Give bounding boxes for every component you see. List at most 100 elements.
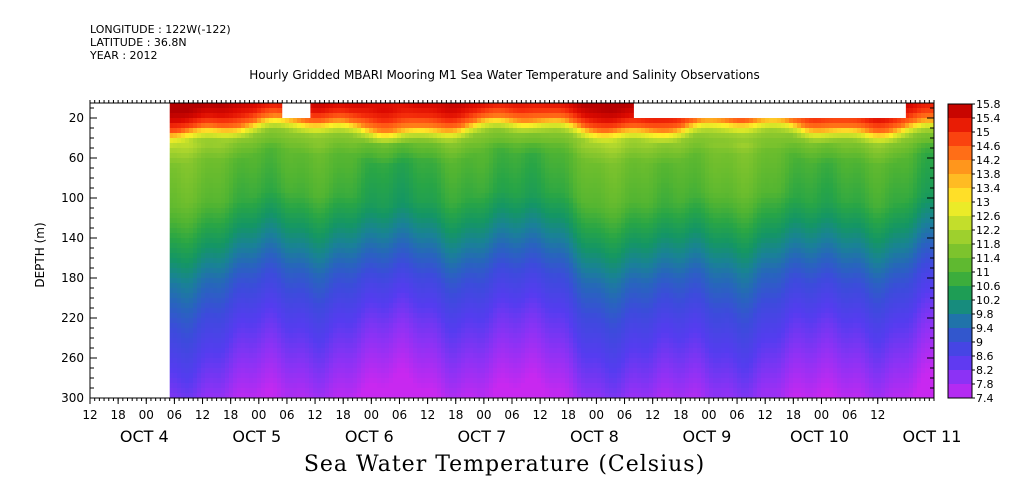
temperature-cell [201,118,206,124]
temperature-cell [189,363,194,369]
temperature-cell [217,213,222,219]
temperature-cell [237,373,242,379]
temperature-cell [349,223,354,229]
temperature-cell [365,108,370,114]
temperature-cell [181,253,186,259]
temperature-cell [317,183,322,189]
temperature-cell [433,223,438,229]
temperature-cell [457,188,462,194]
temperature-cell [277,323,282,329]
temperature-cell [461,338,466,344]
temperature-cell [329,108,334,114]
temperature-cell [377,288,382,294]
temperature-cell [201,218,206,224]
temperature-cell [289,158,294,164]
temperature-cell [297,318,302,324]
temperature-cell [445,218,450,224]
temperature-cell [301,373,306,379]
temperature-cell [433,268,438,274]
temperature-cell [201,388,206,394]
temperature-cell [201,148,206,154]
temperature-cell [497,308,502,314]
temperature-cell [501,203,506,209]
temperature-cell [349,123,354,129]
temperature-cell [485,338,490,344]
temperature-cell [349,363,354,369]
temperature-cell [393,208,398,214]
temperature-cell [485,298,490,304]
temperature-cell [317,348,322,354]
temperature-cell [337,208,342,214]
temperature-cell [381,143,386,149]
temperature-cell [173,263,178,269]
temperature-cell [489,353,494,359]
temperature-cell [173,158,178,164]
temperature-cell [493,188,498,194]
temperature-cell [453,293,458,299]
temperature-cell [341,288,346,294]
temperature-cell [349,188,354,194]
temperature-cell [329,338,334,344]
temperature-cell [273,248,278,254]
temperature-cell [337,378,342,384]
temperature-cell [441,113,446,119]
temperature-cell [201,248,206,254]
temperature-cell [297,268,302,274]
temperature-cell [301,138,306,144]
temperature-cell [365,218,370,224]
temperature-cell [385,208,390,214]
temperature-cell [301,293,306,299]
temperature-cell [433,133,438,139]
temperature-cell [273,153,278,159]
temperature-cell [185,103,190,109]
temperature-cell [173,108,178,114]
temperature-cell [457,158,462,164]
temperature-cell [301,323,306,329]
temperature-cell [185,343,190,349]
temperature-cell [345,318,350,324]
temperature-cell [385,318,390,324]
temperature-cell [497,273,502,279]
temperature-cell [385,298,390,304]
temperature-cell [369,368,374,374]
temperature-cell [257,363,262,369]
temperature-cell [345,138,350,144]
temperature-cell [473,103,478,109]
temperature-cell [469,213,474,219]
temperature-cell [213,333,218,339]
temperature-cell [481,223,486,229]
temperature-cell [401,313,406,319]
temperature-cell [397,268,402,274]
temperature-cell [301,313,306,319]
temperature-cell [261,103,266,109]
temperature-cell [489,318,494,324]
temperature-cell [437,373,442,379]
temperature-cell [377,183,382,189]
temperature-cell [201,363,206,369]
temperature-cell [325,303,330,309]
temperature-cell [189,128,194,134]
temperature-cell [441,223,446,229]
temperature-cell [177,358,182,364]
temperature-cell [253,238,258,244]
temperature-cell [397,368,402,374]
temperature-cell [501,363,506,369]
temperature-cell [369,133,374,139]
temperature-cell [317,133,322,139]
temperature-cell [321,338,326,344]
temperature-cell [245,143,250,149]
temperature-cell [273,258,278,264]
temperature-cell [201,133,206,139]
temperature-cell [421,158,426,164]
temperature-cell [381,193,386,199]
temperature-cell [205,148,210,154]
temperature-cell [225,248,230,254]
temperature-cell [421,293,426,299]
temperature-cell [381,308,386,314]
temperature-cell [485,308,490,314]
temperature-cell [277,118,282,124]
temperature-cell [349,163,354,169]
temperature-cell [381,118,386,124]
temperature-cell [213,338,218,344]
temperature-cell [225,178,230,184]
